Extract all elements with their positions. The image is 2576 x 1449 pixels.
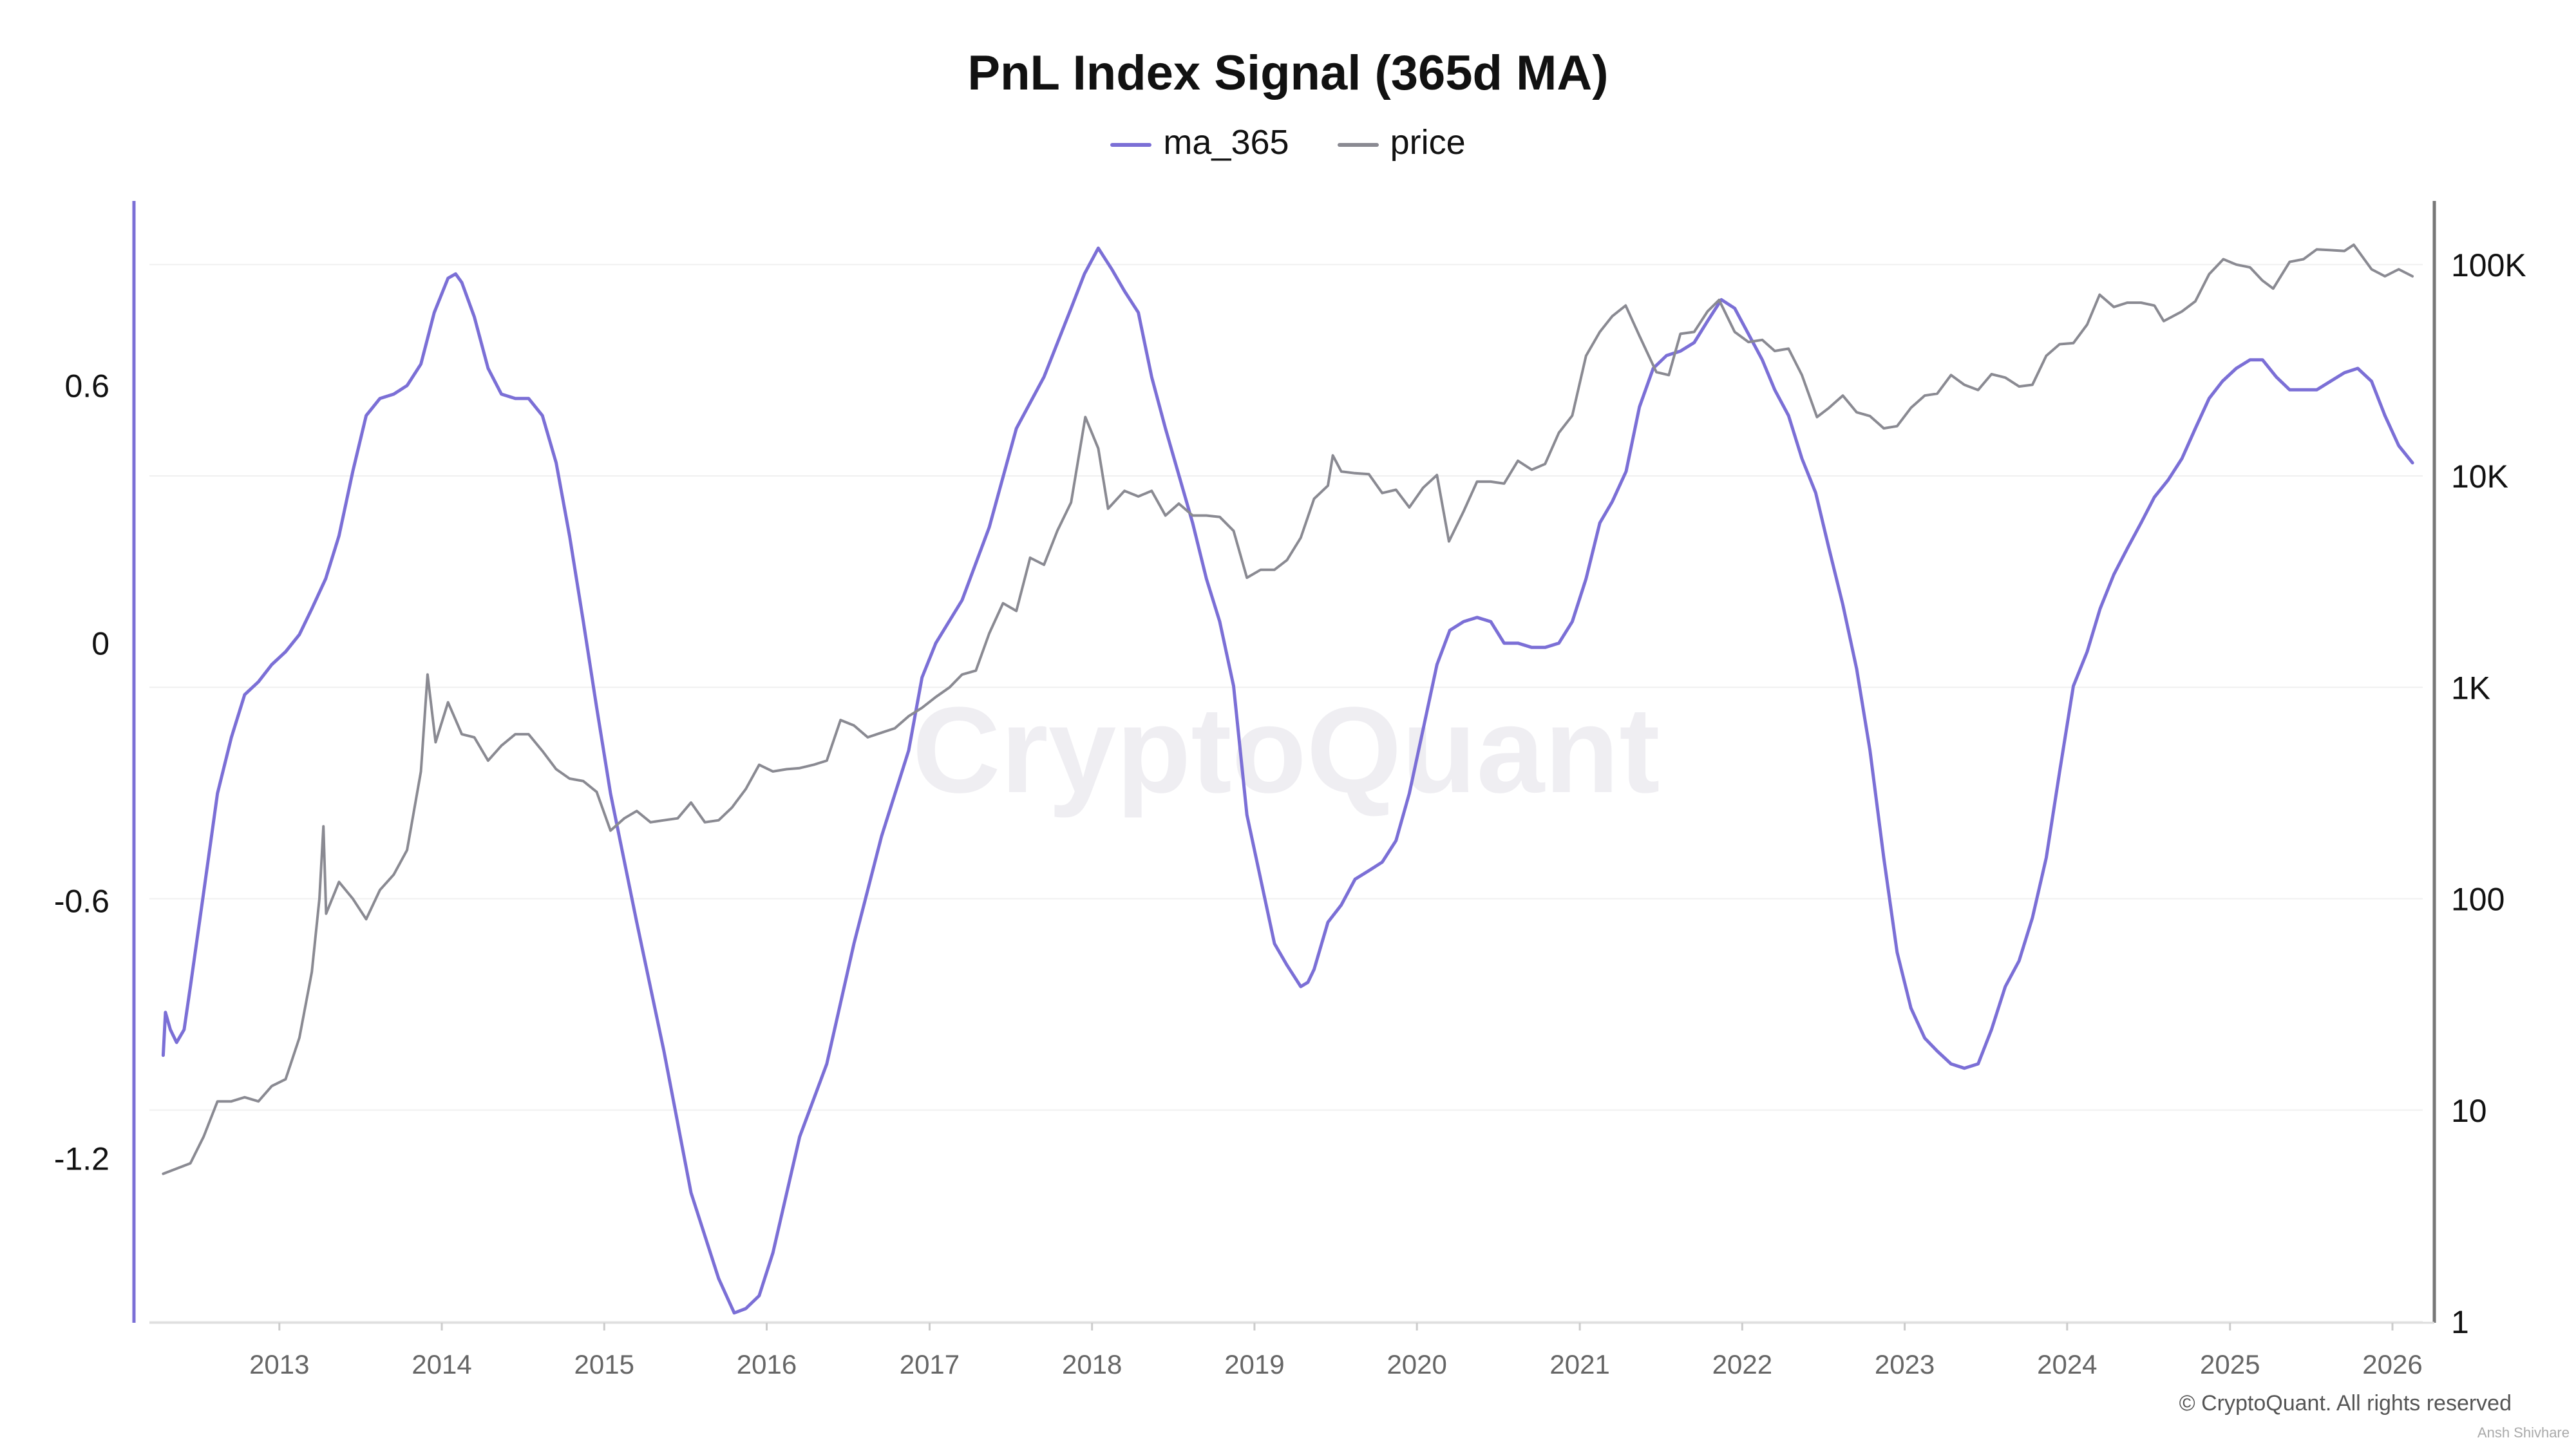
x-tick-label: 2024 xyxy=(2037,1349,2097,1379)
watermark: CryptoQuant xyxy=(912,682,1660,819)
legend-swatch-ma365 xyxy=(1110,142,1152,147)
x-tick-label: 2020 xyxy=(1387,1349,1446,1379)
chart-title: PnL Index Signal (365d MA) xyxy=(967,46,1609,100)
y-left-tick-label: 0.6 xyxy=(64,368,109,404)
x-tick-label: 2013 xyxy=(249,1349,309,1379)
x-tick-label: 2016 xyxy=(737,1349,797,1379)
y-right-tick-label: 1K xyxy=(2451,670,2490,706)
y-right-tick-label: 10 xyxy=(2451,1093,2487,1129)
x-tick-label: 2018 xyxy=(1062,1349,1122,1379)
series-line-ma-365 xyxy=(161,246,2414,1315)
legend: ma_365 price xyxy=(0,122,2576,162)
y-right-tick-label: 10K xyxy=(2451,459,2508,495)
legend-label-price: price xyxy=(1390,123,1466,162)
author-credit: Ansh Shivhare xyxy=(2477,1425,2570,1441)
legend-swatch-price xyxy=(1337,142,1379,147)
x-tick-label: 2025 xyxy=(2200,1349,2260,1379)
y-right-tick-label: 100K xyxy=(2451,247,2526,283)
y-right-tick-label: 1 xyxy=(2451,1304,2469,1340)
legend-item-price[interactable]: price xyxy=(1337,122,1466,162)
y-left-tick-label: -1.2 xyxy=(54,1141,109,1177)
y-right-tick-label: 100 xyxy=(2451,882,2505,918)
x-tick-label: 2014 xyxy=(412,1349,471,1379)
series-line-price xyxy=(162,243,2414,1175)
x-tick-label: 2023 xyxy=(1875,1349,1935,1379)
x-tick-label: 2022 xyxy=(1712,1349,1772,1379)
x-tick-label: 2019 xyxy=(1224,1349,1284,1379)
x-tick-label: 2021 xyxy=(1549,1349,1609,1379)
x-tick-label: 2017 xyxy=(900,1349,960,1379)
y-left-tick-label: -0.6 xyxy=(54,884,109,920)
y-left-tick-label: 0 xyxy=(91,626,109,662)
x-tick-label: 2015 xyxy=(574,1349,634,1379)
copyright-notice: © CryptoQuant. All rights reserved xyxy=(2179,1391,2512,1416)
x-tick-label: 2026 xyxy=(2362,1349,2422,1379)
legend-item-ma365[interactable]: ma_365 xyxy=(1110,122,1289,162)
legend-label-ma365: ma_365 xyxy=(1163,123,1289,162)
